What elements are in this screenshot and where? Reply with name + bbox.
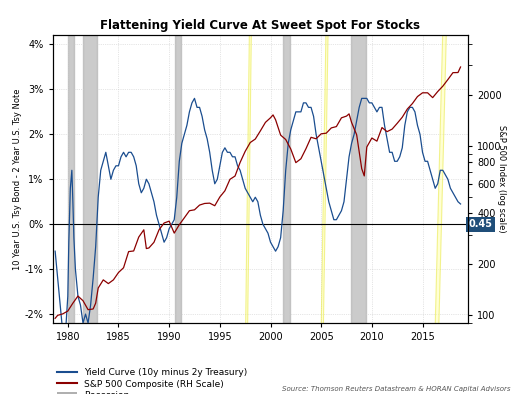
Y-axis label: S&P 500 Index (log scale): S&P 500 Index (log scale) [497,125,506,233]
Text: 0.45: 0.45 [468,219,492,229]
Text: Source: Thomson Reuters Datastream & HORAN Capital Advisors: Source: Thomson Reuters Datastream & HOR… [282,386,510,392]
Bar [350,35,366,323]
Ellipse shape [222,0,274,394]
Legend: Yield Curve (10y minus 2y Treasury), S&P 500 Composite (RH Scale), Recession: Yield Curve (10y minus 2y Treasury), S&P… [57,368,247,394]
Bar [282,35,290,323]
Ellipse shape [299,0,349,394]
Bar [83,35,97,323]
Ellipse shape [417,0,465,394]
Title: Flattening Yield Curve At Sweet Spot For Stocks: Flattening Yield Curve At Sweet Spot For… [100,19,420,32]
Y-axis label: 10 Year U.S. Tsy Bond - 2 Year U.S. Tsy Note: 10 Year U.S. Tsy Bond - 2 Year U.S. Tsy … [13,89,22,270]
Bar [175,35,181,323]
Bar [68,35,74,323]
